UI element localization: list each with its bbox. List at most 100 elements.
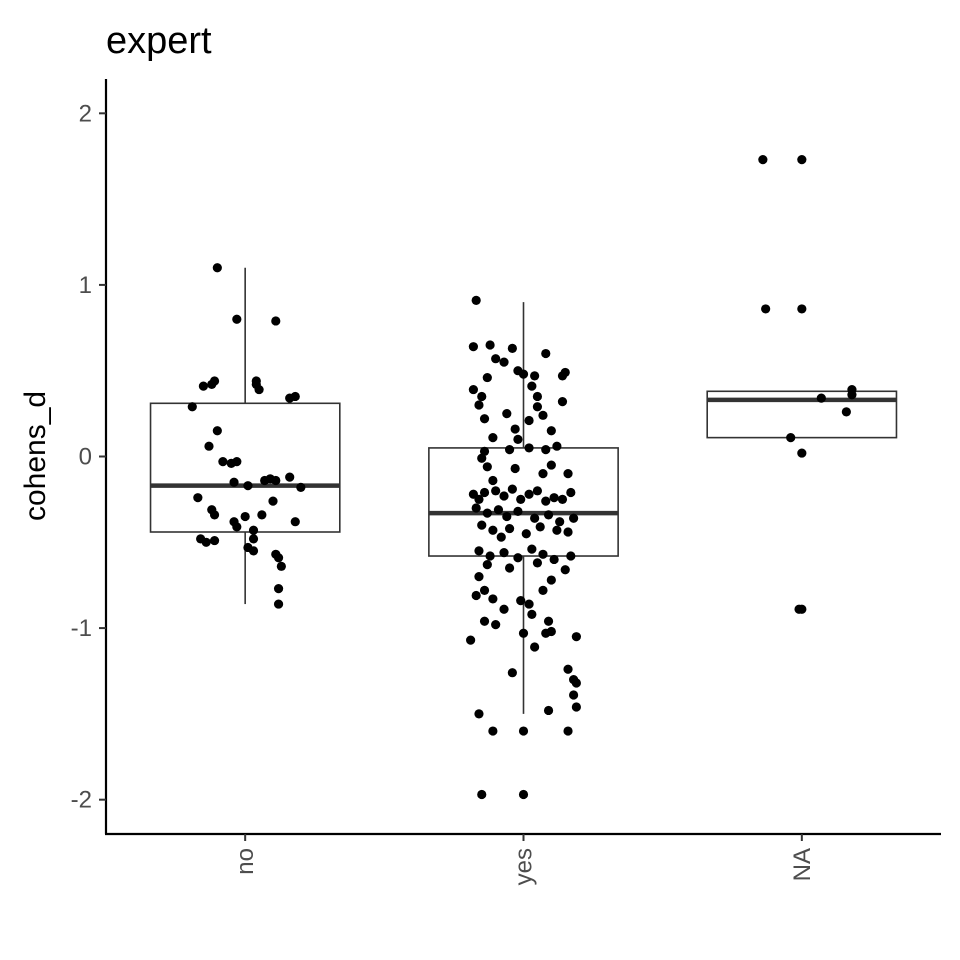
data-point xyxy=(229,477,239,487)
data-point xyxy=(513,434,523,444)
data-point xyxy=(797,155,807,165)
data-point xyxy=(546,426,556,436)
data-point xyxy=(482,372,492,383)
y-tick-label: 2 xyxy=(79,100,92,127)
data-point xyxy=(499,491,509,501)
data-point xyxy=(518,369,529,379)
data-point xyxy=(488,726,498,736)
data-point xyxy=(513,553,523,563)
data-point xyxy=(841,407,851,417)
data-point xyxy=(510,424,520,434)
data-point xyxy=(254,384,264,395)
data-point xyxy=(477,453,487,463)
data-point xyxy=(209,376,220,386)
data-point xyxy=(482,508,492,518)
data-point xyxy=(538,469,548,479)
data-point xyxy=(285,472,295,482)
data-point xyxy=(566,487,576,498)
data-point xyxy=(499,604,509,614)
data-point xyxy=(546,460,556,470)
data-point xyxy=(471,590,481,601)
data-point xyxy=(488,433,498,443)
data-point xyxy=(569,513,579,523)
data-point xyxy=(518,628,529,638)
data-point xyxy=(273,553,284,563)
data-point xyxy=(474,709,484,719)
data-point xyxy=(761,304,771,314)
data-point xyxy=(563,469,573,479)
data-point xyxy=(248,534,259,544)
data-point xyxy=(240,511,250,522)
data-point xyxy=(524,415,534,426)
data-point xyxy=(557,396,568,407)
data-point xyxy=(546,626,556,637)
data-point xyxy=(201,537,211,547)
data-point xyxy=(555,517,565,527)
data-point xyxy=(493,505,504,515)
data-point xyxy=(532,391,543,402)
data-point xyxy=(212,426,222,436)
data-point xyxy=(524,489,534,499)
data-point xyxy=(479,616,490,626)
data-point xyxy=(499,357,509,367)
data-point xyxy=(187,402,197,412)
data-point xyxy=(477,520,487,530)
data-point xyxy=(193,493,203,503)
data-point xyxy=(474,400,484,410)
data-point xyxy=(543,616,554,626)
data-point xyxy=(477,789,487,800)
data-point xyxy=(474,494,484,504)
data-point xyxy=(546,575,556,585)
data-point xyxy=(816,393,826,403)
data-point xyxy=(268,496,278,506)
data-point xyxy=(541,348,551,359)
data-point xyxy=(530,371,540,381)
data-point xyxy=(471,503,481,513)
data-point xyxy=(552,441,562,451)
data-point xyxy=(530,642,540,652)
data-point xyxy=(541,496,551,506)
data-point xyxy=(549,554,559,565)
data-point xyxy=(290,517,300,527)
data-point xyxy=(563,726,573,736)
data-point xyxy=(797,604,807,614)
data-point xyxy=(248,546,259,556)
data-point xyxy=(232,522,242,532)
data-point xyxy=(482,560,492,570)
y-tick-label: -2 xyxy=(71,787,92,814)
data-point xyxy=(538,549,548,559)
y-tick-label: 1 xyxy=(79,272,92,299)
data-point xyxy=(510,463,520,474)
data-point xyxy=(479,414,490,424)
y-axis: -2 -1 0 1 2 xyxy=(71,100,106,814)
data-point xyxy=(502,409,512,419)
x-tick-label: no xyxy=(232,848,259,875)
data-point xyxy=(847,390,857,400)
data-point xyxy=(474,546,484,556)
y-tick-label: 0 xyxy=(79,444,92,471)
x-tick-label: yes xyxy=(511,848,538,885)
data-point xyxy=(549,493,559,503)
data-point xyxy=(532,558,543,568)
data-point xyxy=(507,484,517,494)
plot-area xyxy=(149,155,898,800)
data-point xyxy=(212,263,222,273)
data-point xyxy=(488,525,498,535)
x-axis: no yes NA xyxy=(232,834,816,885)
data-point xyxy=(563,664,573,674)
data-point xyxy=(198,381,209,391)
data-point xyxy=(491,620,501,630)
data-point xyxy=(527,381,537,391)
data-point xyxy=(209,535,220,546)
data-point xyxy=(248,525,259,535)
data-point xyxy=(552,525,562,535)
data-point xyxy=(507,668,517,678)
data-point xyxy=(532,402,543,412)
box-group-no xyxy=(149,267,341,605)
data-point xyxy=(541,445,551,455)
data-point xyxy=(488,594,498,604)
data-point xyxy=(290,391,300,402)
data-point xyxy=(504,563,515,573)
data-point xyxy=(482,462,492,472)
